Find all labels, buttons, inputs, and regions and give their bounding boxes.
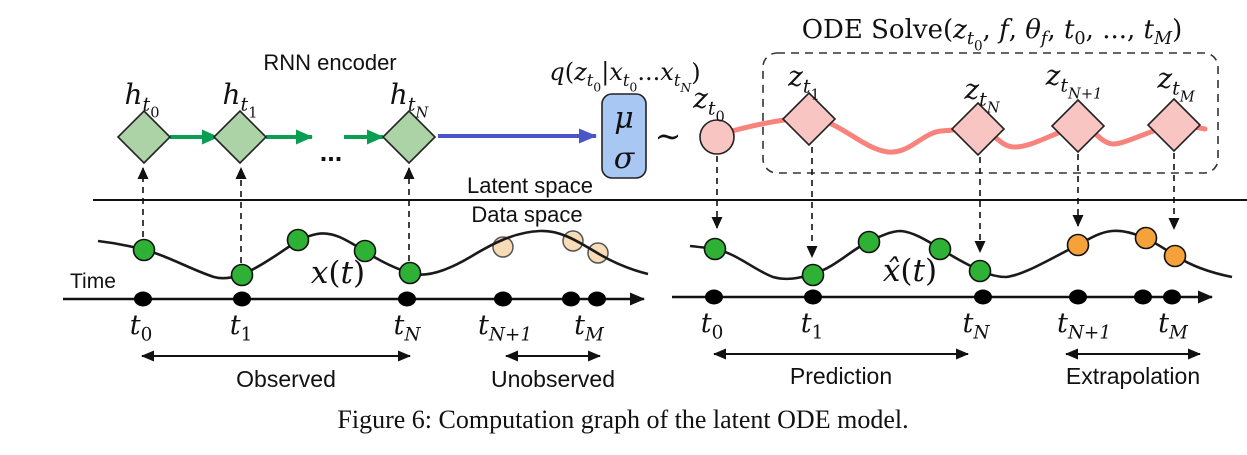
time-axis-left-group: Time t0 t1 tN tN+1 tM Observed Unobserve… [63,270,645,392]
axis-label-t1-left: t1 [230,310,253,346]
data-space-label: Data space [471,202,582,227]
encoder-node-h-t1 [212,109,268,165]
observed-point-t1 [230,263,254,287]
figure-caption: Figure 6: Computation graph of the laten… [337,405,908,434]
unobserved-point-2 [562,230,584,252]
latent-node-z-t1 [781,91,837,147]
axis-label-tN-left: tN [394,310,422,346]
encoder-label-h-t0: ht0 [125,78,160,121]
axis-label-tN1-left: tN+1 [478,310,532,346]
encoder-ellipsis: ... [320,137,343,167]
extrapolated-point-3 [1163,244,1187,268]
latent-label-z-tN: ztN [963,73,1000,116]
extrapolation-label: Extrapolation [1066,363,1200,389]
xhat-t-label: x̂(t) [883,253,937,289]
latent-label-z-tM: ztM [1156,62,1195,105]
latent-node-z-tN1 [1050,98,1106,154]
ode-solve-title: ODE Solve(zt0, f, θf, t0, ..., tM) [802,15,1183,55]
predicted-point-t1 [801,263,825,287]
axis-label-tM-right: tM [1158,308,1189,344]
time-tick-tN1-right [1069,289,1087,305]
mu-sigma-box [601,93,647,179]
axis-label-tM-left: tM [574,310,605,346]
observed-point-t0 [132,238,156,262]
time-tick-tM-a-left [562,291,580,307]
observed-point-tN [398,261,422,285]
time-axis-label: Time [70,270,116,293]
time-tick-tN-right [974,289,992,305]
latent-node-z-tM [1146,97,1202,153]
axis-label-tN1-right: tN+1 [1057,308,1111,344]
axis-label-tN-right: tN [963,308,991,344]
time-tick-t1-right [804,289,822,305]
axis-label-t0-left: t0 [130,310,153,346]
time-axis-right-group: t0 t1 tN tN+1 tM Prediction Extrapolatio… [672,289,1213,389]
encoder-node-h-t0 [116,109,172,165]
data-left-group: x(t) [97,228,649,291]
data-right-group: x̂(t) [689,226,1233,289]
latent-ode-group: ODE Solve(zt0, f, θf, t0, ..., tM) zt0 z… [692,15,1219,258]
unobserved-label: Unobserved [491,366,615,392]
time-tick-t1-left [233,291,251,307]
time-tick-tM-b-left [588,291,606,307]
latent-node-z-t0 [699,119,735,155]
encoder-label-h-tN: htN [390,78,430,121]
observed-label: Observed [236,366,336,392]
time-tick-tM-b-right [1163,289,1181,305]
time-tick-tM-a-right [1134,289,1152,305]
rnn-encoder-label: RNN encoder [263,50,396,75]
encoder-node-h-tN [381,109,437,165]
encoder-label-h-t1: ht1 [223,78,258,121]
predicted-point-a [857,230,881,254]
extrapolated-point-1 [1066,233,1090,257]
sigma-label: σ [614,141,636,176]
ode-solve-box [762,52,1219,174]
q-distribution-label: q(zt0|xt0...xtN) [549,58,700,95]
mu-label: μ [614,101,634,136]
observed-point-b [353,239,377,263]
latent-space-label: Latent space [467,173,593,198]
time-tick-t0-right [705,289,723,305]
extrapolated-point-2 [1134,226,1158,250]
time-tick-t0-left [134,291,152,307]
latent-label-z-tN1: ztN+1 [1045,59,1103,102]
time-tick-tN1-left [494,291,512,307]
x-t-label: x(t) [311,255,365,291]
tilde-operator: ∼ [655,118,682,154]
predicted-point-t0 [703,237,727,261]
axis-label-t0-right: t0 [701,308,724,344]
latent-label-z-t0: zt0 [692,82,725,125]
axis-label-t1-right: t1 [801,308,824,344]
latent-node-z-tN [950,101,1006,157]
latent-label-z-t1: zt1 [787,60,820,103]
time-tick-tN-left [398,291,416,307]
rnn-encoder-group: RNN encoder ... ht0 ht1 htN [116,50,437,263]
observed-point-a [286,228,310,252]
predicted-point-tN [968,259,992,283]
recognition-group: q(zt0|xt0...xtN) μ σ ∼ [438,58,701,179]
predicted-point-b [928,237,952,261]
prediction-label: Prediction [790,363,892,389]
